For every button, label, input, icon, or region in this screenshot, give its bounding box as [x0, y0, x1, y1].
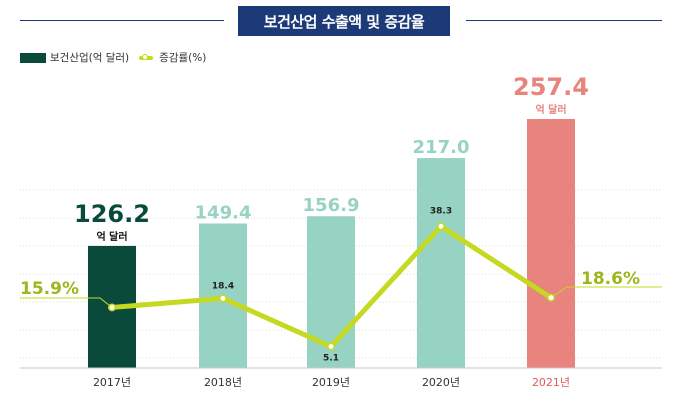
rate-label: 18.6%	[581, 269, 640, 289]
legend: 보건산업(억 달러) 증감률(%)	[20, 50, 206, 65]
rate-point	[437, 222, 445, 231]
x-tick-label: 2017년	[93, 376, 131, 389]
bar-unit-label: 억 달러	[96, 230, 127, 243]
rate-label: 18.4	[212, 281, 234, 291]
leader-line-right	[550, 286, 662, 299]
x-tick-label: 2019년	[312, 376, 350, 389]
bar-value-label: 126.2	[74, 200, 150, 228]
title-banner: 보건산업 수출액 및 증감율	[0, 4, 680, 38]
bar-value-label: 257.4	[513, 73, 589, 101]
bar-value-label: 156.9	[303, 195, 360, 216]
rate-label: 15.9%	[20, 279, 79, 299]
rate-point	[547, 293, 555, 302]
x-tick-label: 2020년	[422, 376, 460, 389]
legend-line-swatch	[139, 53, 154, 60]
bar	[527, 119, 575, 368]
rate-point	[327, 342, 335, 351]
rate-point	[108, 303, 116, 312]
bar	[417, 158, 465, 368]
bar-value-label: 217.0	[413, 137, 470, 158]
bar-unit-label: 억 달러	[535, 103, 566, 116]
rate-label: 38.3	[430, 206, 452, 216]
rate-point	[219, 294, 227, 303]
leader-line-left	[20, 297, 113, 308]
bar-value-label: 149.4	[195, 202, 252, 223]
title-rule-left	[20, 20, 224, 21]
chart-title: 보건산업 수출액 및 증감율	[238, 6, 450, 36]
legend-line-label: 증감률(%)	[159, 52, 207, 64]
x-tick-label: 2018년	[204, 376, 242, 389]
rate-label: 5.1	[323, 354, 339, 364]
legend-bar-swatch	[20, 52, 46, 63]
legend-bar-label: 보건산업(억 달러)	[50, 52, 130, 64]
x-tick-label: 2021년	[532, 376, 570, 389]
title-rule-right	[466, 20, 662, 21]
